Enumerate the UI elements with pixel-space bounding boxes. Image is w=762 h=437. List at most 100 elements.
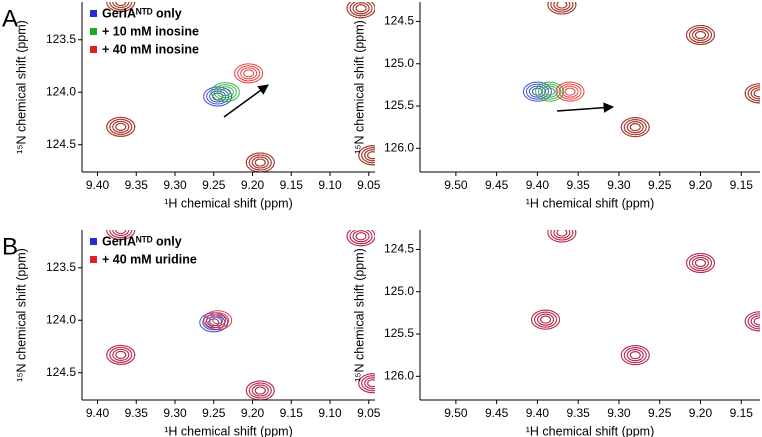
contour-ring	[237, 65, 261, 82]
peak	[210, 82, 240, 103]
contour-ring	[547, 2, 577, 15]
contour-ring	[216, 86, 234, 99]
contour-ring	[626, 349, 644, 362]
x-tick-label: 9.20	[689, 406, 713, 420]
legend-label: GerIAᴺᵀᴰ only	[102, 234, 182, 248]
x-tick-label: 9.15	[280, 406, 304, 420]
contour-ring	[209, 314, 227, 327]
y-axis-title: ¹⁵N chemical shift (ppm)	[14, 248, 28, 382]
x-tick-label: 9.25	[648, 406, 672, 420]
y-tick-label: 123.5	[46, 32, 76, 46]
contour-ring	[112, 348, 130, 361]
contour-ring	[112, 120, 130, 133]
y-tick-label: 125.0	[384, 284, 414, 298]
x-tick-label: 9.35	[125, 178, 149, 192]
legend-swatch	[90, 10, 97, 17]
contour-ring	[550, 230, 574, 241]
x-tick-label: 9.30	[607, 406, 631, 420]
y-tick-label: 124.5	[384, 14, 414, 28]
contour-ring	[623, 347, 647, 364]
y-axis-title: ¹⁵N chemical shift (ppm)	[352, 248, 366, 382]
contour-ring	[629, 123, 641, 132]
x-tick-label: 9.30	[607, 178, 631, 192]
contour-ring	[240, 67, 258, 80]
x-tick-label: 9.10	[318, 178, 342, 192]
contour-ring	[531, 87, 543, 96]
legend-label: GerIAᴺᵀᴰ only	[102, 6, 182, 20]
contour-ring	[750, 87, 760, 100]
contour-ring	[525, 83, 549, 100]
contour-ring	[544, 87, 556, 96]
contour-ring	[346, 230, 375, 247]
x-tick-label: 9.40	[526, 406, 550, 420]
x-axis-title: ¹H chemical shift (ppm)	[526, 196, 655, 210]
contour-ring	[106, 2, 136, 12]
x-tick-label: 9.25	[648, 178, 672, 192]
x-tick-label: 9.45	[485, 178, 509, 192]
contour-ring	[248, 382, 272, 399]
contour-ring	[688, 254, 712, 271]
contour-ring	[109, 346, 133, 363]
contour-ring	[206, 312, 230, 329]
contour-ring	[213, 84, 237, 101]
contour-ring	[364, 149, 375, 162]
legend: GerIAᴺᵀᴰ only + 10 mM inosine + 40 mM inos…	[90, 6, 199, 56]
peak	[346, 230, 375, 247]
x-tick-label: 9.15	[280, 178, 304, 192]
contour-ring	[234, 63, 264, 84]
contour-ring	[685, 24, 715, 45]
contour-ring	[540, 315, 552, 324]
contour-ring	[747, 85, 760, 102]
y-tick-label: 124.5	[46, 137, 76, 151]
contour-ring	[531, 309, 561, 330]
contour-ring	[541, 85, 559, 98]
x-tick-label: 9.50	[444, 406, 468, 420]
contour-ring	[364, 377, 375, 390]
peak	[358, 373, 375, 394]
contour-ring	[109, 2, 133, 10]
panel-letter: A	[2, 5, 18, 32]
contour-ring	[206, 88, 230, 105]
peak	[685, 252, 715, 273]
contour-ring	[537, 313, 555, 326]
contour-ring	[355, 4, 367, 13]
contour-ring	[629, 351, 641, 360]
peak	[555, 81, 585, 102]
contour-ring	[106, 344, 136, 365]
contour-ring	[691, 28, 709, 41]
contour-ring	[528, 85, 546, 98]
contour-ring	[367, 379, 375, 388]
x-tick-label: 9.20	[241, 178, 265, 192]
panel: 9.50 9.45 9.40 9.35 9.30 9.25 9.20 9.15 124.5 125…	[352, 2, 760, 210]
contour-ring	[556, 230, 568, 237]
peak	[547, 2, 577, 15]
contour-ring	[251, 156, 269, 169]
contour-ring	[115, 230, 127, 234]
contour-ring	[115, 122, 127, 131]
peak	[744, 83, 760, 104]
contour-ring	[747, 313, 760, 330]
legend: GerIAᴺᵀᴰ only + 40 mM uridine	[90, 234, 197, 266]
x-tick-label: 9.20	[689, 178, 713, 192]
shift-arrow	[556, 102, 615, 113]
peak	[531, 309, 561, 330]
x-tick-label: 9.40	[86, 178, 110, 192]
y-tick-label: 124.0	[46, 84, 76, 98]
contour-ring	[623, 119, 647, 136]
contour-ring	[352, 230, 370, 243]
contour-ring	[685, 252, 715, 273]
peak	[522, 81, 552, 102]
x-tick-label: 9.30	[163, 406, 187, 420]
contour-ring	[203, 310, 233, 331]
legend-label: + 40 mM inosine	[102, 42, 199, 56]
contour-ring	[534, 311, 558, 328]
peak	[620, 345, 650, 366]
x-axis-title: ¹H chemical shift (ppm)	[164, 424, 293, 437]
contour-ring	[219, 88, 231, 97]
contour-ring	[112, 230, 130, 236]
contour-ring	[688, 26, 712, 43]
peak	[245, 152, 275, 172]
contour-ring	[553, 2, 571, 11]
contour-ring	[626, 121, 644, 134]
